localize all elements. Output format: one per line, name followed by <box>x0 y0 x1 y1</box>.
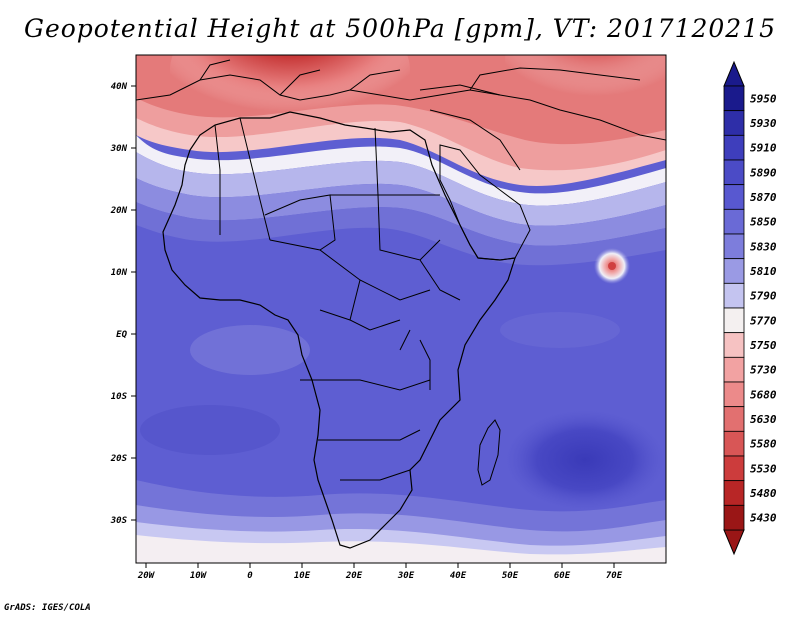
colorbar-label-5890: 5890 <box>750 166 777 179</box>
colorbar-cell-5530 <box>723 455 745 482</box>
map-title: Geopotential Height at 500hPa [gpm], VT:… <box>23 14 777 43</box>
colorbar-label-5950: 5950 <box>750 92 777 105</box>
africa-coast <box>162 111 516 549</box>
lat-label-10n: 10N <box>111 268 128 278</box>
colorbar-cell-5810 <box>723 258 745 284</box>
colorbar-cell-5830 <box>723 233 745 260</box>
madagascar-coast <box>477 419 501 486</box>
lon-label-40e: 40E <box>450 571 467 581</box>
colorbar-down-triangle-icon <box>723 529 745 556</box>
colorbar-cell-5950 <box>723 85 745 112</box>
lat-label-10s: 10S <box>111 392 128 402</box>
colorbar-label-5530: 5530 <box>750 462 777 475</box>
lon-label-20e: 20E <box>345 571 363 581</box>
colorbar-label-5790: 5790 <box>750 290 777 303</box>
lon-label-20w: 20W <box>137 571 156 581</box>
colorbar-label-5770: 5770 <box>750 314 777 327</box>
colorbar-cell-5930 <box>723 110 745 136</box>
colorbar-label-5870: 5870 <box>750 191 777 204</box>
colorbar-cell-5910 <box>723 134 745 161</box>
lat-axis: 40N 30N 20N 10N EQ 10S 20S 30S <box>110 82 136 526</box>
colorbar-label-5850: 5850 <box>750 216 777 229</box>
colorbar-label-5630: 5630 <box>750 413 777 426</box>
colorbar-cell-5430 <box>723 504 745 531</box>
colorbar-label-5750: 5750 <box>750 339 777 352</box>
colorbar: 5950 5930 5910 5890 5870 5850 5830 5810 5790 5770… <box>723 60 777 556</box>
colorbar-label-5830: 5830 <box>750 240 777 253</box>
lon-label-50e: 50E <box>502 571 519 581</box>
colorbar-cell-5890 <box>723 159 745 186</box>
colorbar-label-5680: 5680 <box>750 388 777 401</box>
colorbar-label-5480: 5480 <box>750 487 777 500</box>
colorbar-up-triangle-icon <box>723 60 745 87</box>
colorbar-label-5810: 5810 <box>750 265 777 278</box>
lat-label-20n: 20N <box>110 206 128 216</box>
colorbar-label-5580: 5580 <box>750 438 777 451</box>
lon-axis: 20W 10W 0 10E 20E 30E 40E 50E 60E 70E <box>137 563 623 581</box>
colorbar-cell-5680 <box>723 381 745 408</box>
lon-label-10w: 10W <box>190 571 208 581</box>
lon-label-0: 0 <box>247 571 253 581</box>
colorbar-cell-5790 <box>723 282 745 309</box>
lon-label-30e: 30E <box>397 571 415 581</box>
colorbar-cell-5730 <box>723 356 745 383</box>
lat-label-40n: 40N <box>111 82 128 92</box>
height-field <box>136 55 666 563</box>
colorbar-label-5430: 5430 <box>750 512 777 525</box>
colorbar-label-5930: 5930 <box>750 117 777 130</box>
coastlines <box>136 59 666 549</box>
plot-frame <box>135 54 667 564</box>
colorbar-cell-5480 <box>723 480 745 506</box>
lat-label-20s: 20S <box>110 454 128 464</box>
lat-label-30n: 30N <box>110 144 128 154</box>
colorbar-cell-5630 <box>723 406 745 432</box>
lon-label-10e: 10E <box>294 571 311 581</box>
lon-label-60e: 60E <box>554 571 571 581</box>
colorbar-cell-5770 <box>723 307 745 334</box>
lon-label-70e: 70E <box>606 571 623 581</box>
colorbar-cell-5750 <box>723 332 745 358</box>
grads-credit: GrADS: IGES/COLA <box>4 603 91 613</box>
lat-label-eq: EQ <box>116 330 127 340</box>
colorbar-label-5730: 5730 <box>750 364 777 377</box>
lat-label-30s: 30S <box>110 516 128 526</box>
colorbar-label-5910: 5910 <box>750 142 777 155</box>
colorbar-cell-5870 <box>723 184 745 210</box>
colorbar-cell-5850 <box>723 208 745 235</box>
colorbar-cell-5580 <box>723 430 745 457</box>
